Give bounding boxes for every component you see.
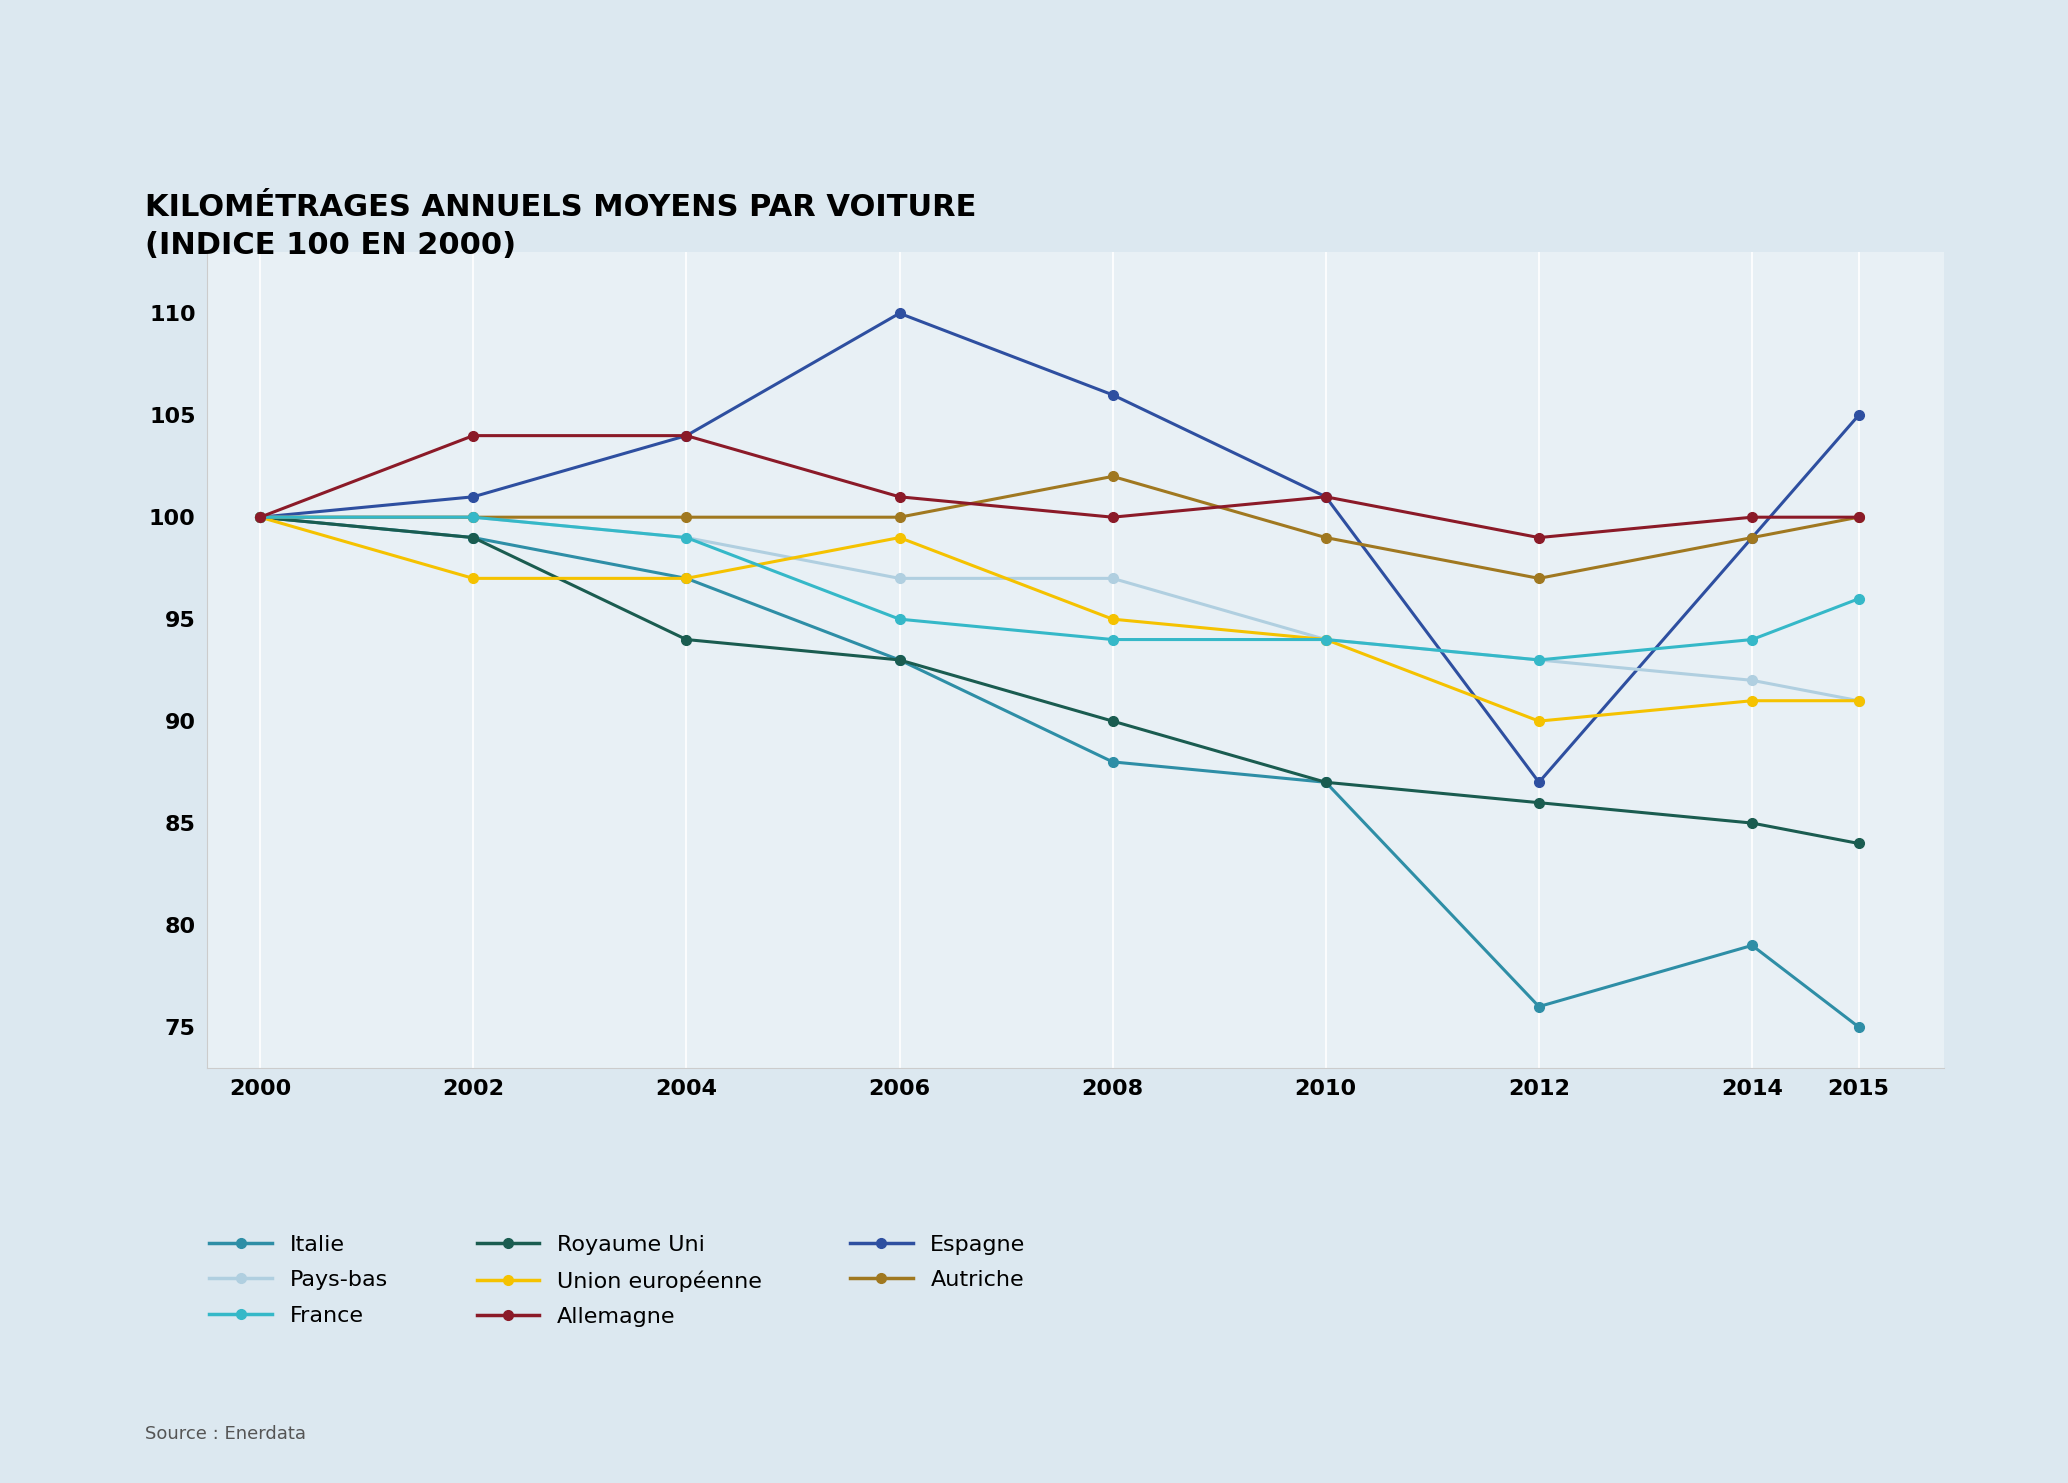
Text: Source : Enerdata: Source : Enerdata — [145, 1425, 306, 1443]
Text: KILOMÉTRAGES ANNUELS MOYENS PAR VOITURE
(INDICE 100 EN 2000): KILOMÉTRAGES ANNUELS MOYENS PAR VOITURE … — [145, 193, 976, 260]
Legend: Italie, Pays-bas, France, Royaume Uni, Union européenne, Allemagne, Espagne, Aut: Italie, Pays-bas, France, Royaume Uni, U… — [201, 1225, 1034, 1336]
